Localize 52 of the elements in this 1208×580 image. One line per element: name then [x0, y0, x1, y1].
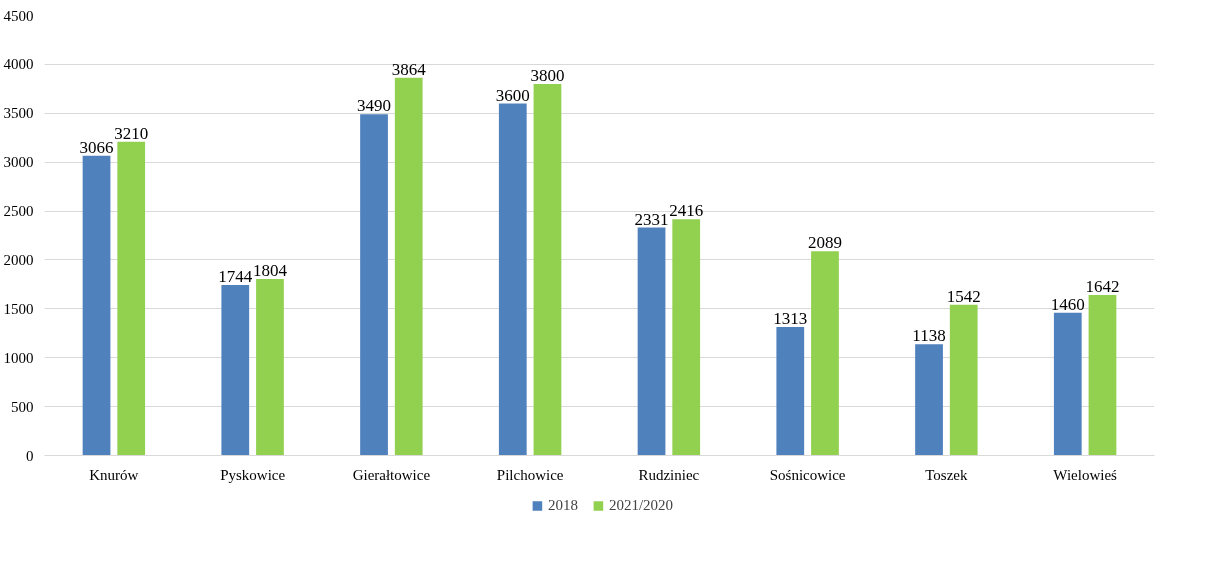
- bar: [637, 227, 666, 456]
- data-label: 1744: [218, 266, 253, 286]
- bar: [256, 279, 284, 456]
- bar: [360, 114, 388, 456]
- data-label: 3210: [114, 123, 149, 143]
- y-tick-label: 2000: [3, 251, 34, 268]
- data-label: 1313: [773, 309, 808, 329]
- data-label: 1804: [252, 261, 288, 281]
- bar: [776, 327, 805, 456]
- bar: [82, 155, 111, 456]
- x-tick-label: Pyskowice: [220, 466, 286, 483]
- x-tick-label: Toszek: [925, 466, 969, 483]
- y-tick-label: 4000: [3, 56, 34, 73]
- data-label: 3490: [357, 96, 392, 116]
- data-label: 3800: [530, 65, 565, 85]
- y-tick-label: 2500: [3, 203, 34, 220]
- legend-label: 2018: [547, 496, 578, 514]
- bar: [949, 304, 978, 456]
- data-label: 1138: [912, 326, 946, 346]
- bar: [811, 251, 839, 456]
- bar: [533, 83, 562, 456]
- y-tick-label: 3500: [3, 105, 34, 122]
- bar: [117, 141, 146, 456]
- data-label: 3864: [391, 59, 427, 79]
- bar: [221, 284, 250, 456]
- x-tick-label: Knurów: [89, 466, 139, 483]
- bar: [498, 103, 527, 456]
- x-tick-label: Wielowieś: [1053, 466, 1118, 483]
- y-tick-label: 0: [26, 447, 34, 464]
- bar: [1053, 312, 1082, 456]
- x-tick-label: Gierałtowice: [352, 466, 431, 483]
- x-tick-label: Pilchowice: [496, 466, 564, 483]
- legend-label: 2021/2020: [608, 496, 674, 514]
- data-label: 1542: [946, 286, 981, 306]
- y-tick-label: 1000: [3, 349, 34, 366]
- bar: [915, 344, 943, 456]
- bar: [394, 77, 423, 456]
- data-label: 2331: [634, 209, 669, 229]
- data-label: 3066: [79, 137, 114, 157]
- data-label: 1460: [1050, 294, 1085, 314]
- data-label: 3600: [495, 85, 530, 105]
- bar: [672, 219, 701, 456]
- data-label: 1642: [1085, 276, 1120, 296]
- data-label: 2416: [669, 201, 704, 221]
- x-tick-label: Sośnicowice: [769, 466, 846, 483]
- data-label: 2089: [807, 233, 842, 253]
- x-tick-label: Rudziniec: [638, 466, 700, 483]
- y-tick-label: 500: [11, 398, 34, 415]
- y-tick-label: 3000: [3, 154, 34, 171]
- y-tick-label: 1500: [3, 300, 34, 317]
- bar: [1088, 294, 1117, 456]
- y-tick-label: 4500: [3, 7, 34, 24]
